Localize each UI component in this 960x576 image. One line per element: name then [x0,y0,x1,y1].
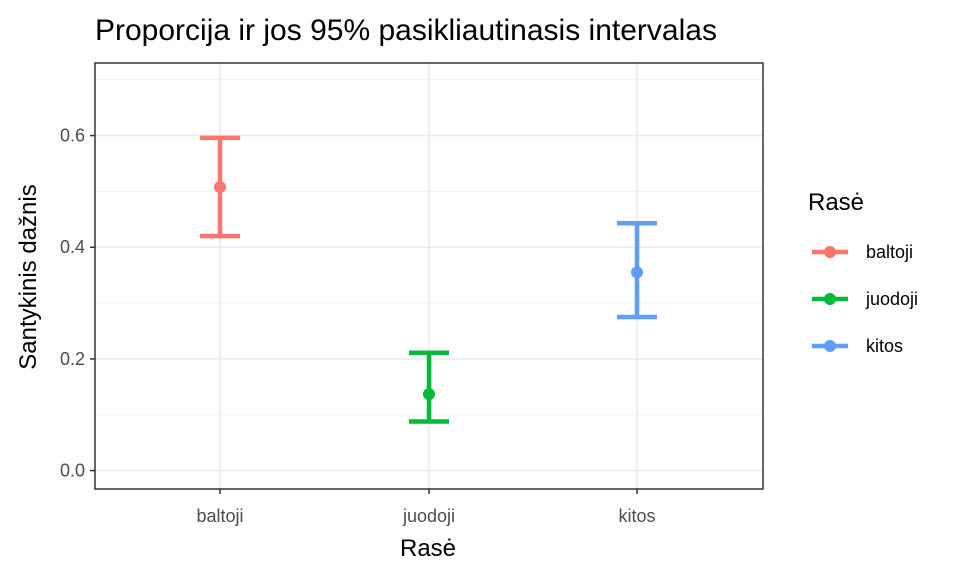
legend-key-point [824,246,836,258]
legend-key-point [824,340,836,352]
x-tick-label: baltoji [196,506,243,526]
y-tick-label: 0.6 [60,126,85,146]
y-tick-label: 0.0 [60,461,85,481]
y-tick-label: 0.4 [60,237,85,257]
legend-key-point [824,293,836,305]
errorbar-kitos [617,220,657,320]
y-axis-title: Santykinis dažnis [15,184,42,369]
errorbar-baltoji [200,135,240,239]
legend-label: juodoji [865,289,918,309]
errorbar-juodoji [409,350,449,424]
legend-title: Rasė [808,189,864,216]
y-axis: 0.0 0.2 0.4 0.6 [60,126,95,481]
x-tick-label: kitos [618,506,655,526]
legend-label: baltoji [866,242,913,262]
point-juodoji [423,388,435,401]
x-axis-title: Rasė [400,535,456,562]
point-kitos [631,266,643,279]
legend: Rasė baltoji juodoji kitos [808,189,918,356]
point-baltoji [214,180,226,193]
legend-item-kitos: kitos [812,336,903,356]
legend-item-juodoji: juodoji [812,289,918,309]
x-tick-label: juodoji [402,506,455,526]
legend-label: kitos [866,336,903,356]
chart-title: Proporcija ir jos 95% pasikliautinasis i… [95,14,717,47]
grid [95,63,763,489]
legend-item-baltoji: baltoji [812,242,913,262]
data-marks [200,135,657,424]
y-tick-label: 0.2 [60,349,85,369]
x-axis: baltoji juodoji kitos [196,489,656,526]
